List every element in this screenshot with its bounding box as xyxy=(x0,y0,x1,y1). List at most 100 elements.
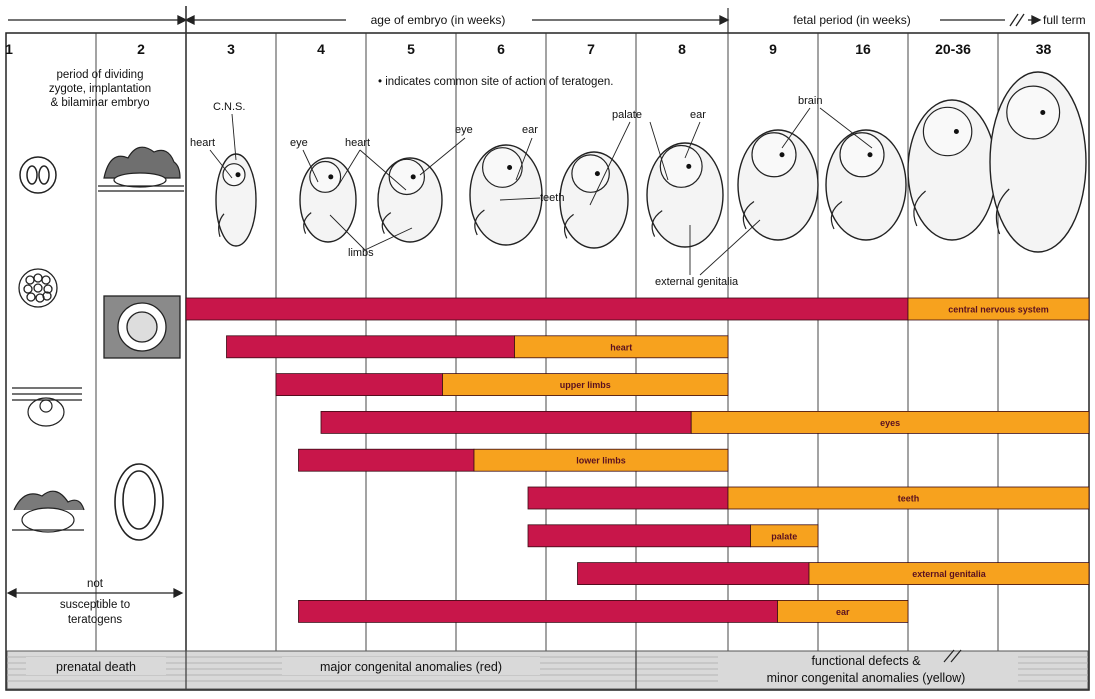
teratogen-site-dot xyxy=(1040,110,1046,115)
bar-label: ear xyxy=(836,607,850,617)
label-teeth: teeth xyxy=(540,192,564,204)
column-number-16: 16 xyxy=(855,41,871,57)
yellow-bar xyxy=(690,410,1090,434)
label-external-genitalia: external genitalia xyxy=(655,276,739,288)
bar-group-palate: palate xyxy=(527,524,819,548)
teratogen-site-dot xyxy=(594,171,600,177)
embryo-limb xyxy=(381,212,392,234)
embryo-head xyxy=(482,147,523,188)
embryo-head xyxy=(659,144,703,188)
teratogen-site-dot xyxy=(507,165,513,170)
functional-defects-label-line2: minor congenital anomalies (yellow) xyxy=(767,671,966,685)
label-cns: C.N.S. xyxy=(213,101,245,113)
red-bar xyxy=(320,410,692,434)
red-bar xyxy=(185,297,909,321)
column-number-9: 9 xyxy=(769,41,777,57)
bar-label: teeth xyxy=(898,494,920,504)
embryo-head xyxy=(1006,85,1061,140)
yellow-bar xyxy=(514,335,729,359)
fetal-period-header: fetal period (in weeks) xyxy=(793,13,910,27)
label-palate: palate xyxy=(612,109,642,121)
embryo-figure-9 xyxy=(907,99,997,241)
bar-label: central nervous system xyxy=(948,305,1049,315)
embryo-figure-1 xyxy=(215,153,257,247)
yellow-bar xyxy=(907,297,1090,321)
column-number-38: 38 xyxy=(1036,41,1052,57)
embryo-limb xyxy=(742,201,755,230)
red-bar xyxy=(275,373,443,397)
bar-group-external-genitalia: external genitalia xyxy=(577,562,1090,585)
bar-group-ear: ear xyxy=(298,600,909,623)
teratogen-site-dot xyxy=(867,152,873,158)
red-bar xyxy=(577,562,810,585)
yellow-bar xyxy=(442,373,729,397)
teratogen-site-dot xyxy=(328,174,334,180)
prenatal-death-label: prenatal death xyxy=(56,660,136,674)
red-bar xyxy=(527,486,729,510)
column-number-4: 4 xyxy=(317,41,325,57)
footer-legend: prenatal death major congenital anomalie… xyxy=(6,649,1089,690)
embryo-head xyxy=(751,132,797,178)
embryo-limb xyxy=(913,190,926,227)
col1-title-line1: period of dividing xyxy=(57,69,144,81)
bar-label: lower limbs xyxy=(576,456,626,466)
not-susceptible-line3: teratogens xyxy=(68,614,123,626)
embryo-head xyxy=(309,160,342,193)
embryo-head xyxy=(388,158,425,196)
embryo-figure-10 xyxy=(989,71,1087,253)
embryo-age-header: age of embryo (in weeks) xyxy=(371,13,506,27)
label-ear-week6: ear xyxy=(522,124,538,136)
label-heart-week4: heart xyxy=(345,137,370,149)
bar-label: upper limbs xyxy=(560,380,611,390)
embryo-head xyxy=(839,132,885,178)
functional-defects-label-line1: functional defects & xyxy=(811,654,921,668)
chorionic-sac-illustration xyxy=(103,295,181,359)
embryo-limb xyxy=(474,209,485,236)
teratogen-site-dot xyxy=(235,172,241,178)
column-number-20-36: 20-36 xyxy=(935,41,971,57)
label-brain: brain xyxy=(798,95,822,107)
teratogen-site-dot xyxy=(410,174,416,180)
col1-title-line2: zygote, implantation xyxy=(49,83,151,95)
embryo-limb xyxy=(830,201,843,230)
bar-group-eyes: eyes xyxy=(320,410,1090,434)
teratogen-site-dot xyxy=(779,152,785,158)
label-eye-week4: eye xyxy=(290,137,308,149)
bar-label: heart xyxy=(610,342,632,352)
bar-label: palate xyxy=(771,531,797,541)
red-bar xyxy=(298,448,475,472)
embryo-figure-8 xyxy=(825,129,907,241)
column-numbers: 1 2 3 4 5 6 7 8 9 16 20-36 38 xyxy=(5,41,1051,57)
teratogen-site-dot xyxy=(953,129,959,134)
morula-illustration xyxy=(18,268,58,308)
timeline-arrows xyxy=(8,13,1042,27)
bar-group-lower-limbs: lower limbs xyxy=(298,448,729,472)
yellow-bar xyxy=(808,562,1090,585)
column-number-8: 8 xyxy=(678,41,686,57)
organ-labels: C.N.S. heart eye heart limbs eye ear tee… xyxy=(190,95,822,288)
teratogen-site-dot xyxy=(686,163,692,169)
embryo-head xyxy=(922,106,973,157)
yellow-bar xyxy=(473,448,729,472)
column-number-5: 5 xyxy=(407,41,415,57)
bar-group-teeth: teeth xyxy=(527,486,1090,510)
major-anomalies-label: major congenital anomalies (red) xyxy=(320,660,502,674)
embryo-head xyxy=(571,154,610,193)
embryo-limb xyxy=(563,213,574,239)
label-limbs: limbs xyxy=(348,247,374,259)
red-bar xyxy=(527,524,751,548)
bar-group-upper-limbs: upper limbs xyxy=(275,373,729,397)
critical-period-bars: central nervous system heart upper limbs ey… xyxy=(185,297,1090,623)
embryo-limb xyxy=(651,210,663,237)
column-number-3: 3 xyxy=(227,41,235,57)
embryo-figure-4 xyxy=(469,144,543,246)
embryo-limb xyxy=(303,212,312,234)
embryo-head xyxy=(222,163,246,187)
not-susceptible-line1: not xyxy=(87,578,104,590)
implanting-blastocyst-illustration xyxy=(12,387,82,427)
embryo-figure-7 xyxy=(737,129,819,241)
label-ear-week8: ear xyxy=(690,109,706,121)
red-bar xyxy=(226,335,515,359)
label-eye-week6: eye xyxy=(455,124,473,136)
embryo-figure-6 xyxy=(646,142,724,248)
